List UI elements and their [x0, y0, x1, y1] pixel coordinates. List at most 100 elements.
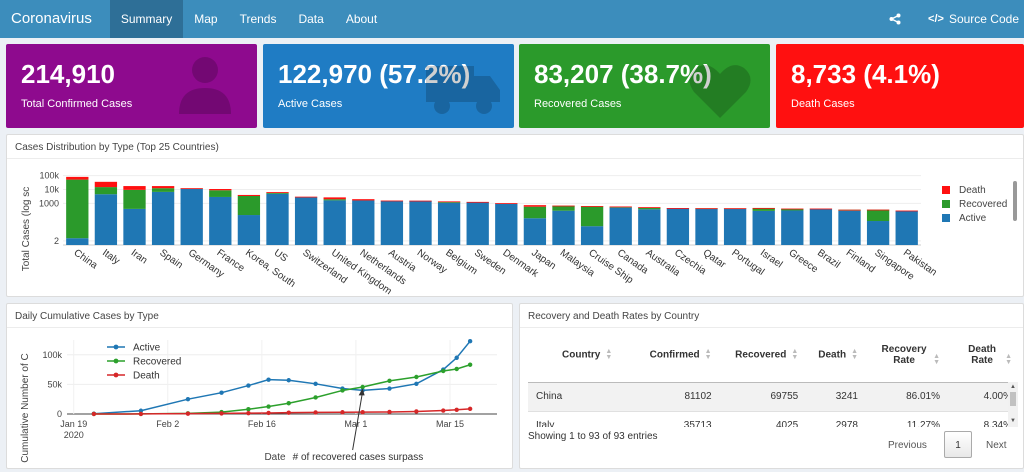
col-death[interactable]: Death ▲ ▼	[804, 329, 864, 383]
bar-recovered	[237, 195, 261, 216]
bar-death	[266, 192, 289, 193]
col-recovered[interactable]: Recovered ▲ ▼	[717, 329, 805, 383]
sort-icon: ▲ ▼	[704, 348, 712, 362]
table-row[interactable]: Italy 35713 4025 2978 11.27% 8.34%	[528, 411, 1018, 427]
legend-active[interactable]: Active	[942, 211, 1007, 225]
bar-recovered	[580, 206, 604, 227]
bar-death	[723, 208, 747, 210]
top-navbar: Coronavirus Summary Map Trends Data Abou…	[0, 0, 1024, 38]
recovered-cases-value: 83,207 (38.7%)	[534, 59, 712, 89]
nav-about[interactable]: About	[345, 12, 378, 26]
legend-active-label: Active	[959, 212, 987, 224]
bar-death	[523, 205, 547, 207]
death-swatch	[942, 186, 950, 194]
bar-death	[352, 199, 375, 201]
cell-death-rate: 4.00%	[946, 382, 1018, 412]
bar-recovered	[209, 190, 232, 197]
share-icon[interactable]	[875, 0, 915, 38]
x-tick-label: Italy	[100, 247, 121, 267]
table-row[interactable]: China 81102 69755 3241 86.01% 4.00%	[528, 382, 1018, 412]
previous-button[interactable]: Previous	[888, 440, 927, 451]
point-recovered	[414, 374, 419, 380]
bar-active	[695, 208, 718, 245]
bar-death	[380, 200, 404, 202]
legend-marker-death	[113, 372, 119, 378]
point-recovered	[454, 366, 459, 372]
cell-death: 2978	[804, 411, 864, 427]
legend-death[interactable]: Death	[942, 183, 1007, 197]
legend-recovered[interactable]: Recovered	[942, 197, 1007, 211]
col-country[interactable]: Country ▲ ▼	[528, 329, 633, 383]
bar-chart-panel: Cases Distribution by Type (Top 25 Count…	[6, 134, 1024, 297]
cell-confirmed: 35713	[632, 411, 718, 427]
bar-death	[666, 208, 690, 209]
col-confirmed[interactable]: Confirmed ▲ ▼	[632, 329, 718, 383]
bar-active	[809, 208, 833, 245]
nav-data[interactable]: Data	[298, 12, 324, 26]
bar-death	[94, 181, 118, 188]
bar-chart-scrollbar[interactable]	[1013, 181, 1017, 221]
point-death	[313, 410, 318, 415]
table-header-row: Country ▲ ▼ Confirmed ▲ ▼ Recovered ▲ ▼ Death ▲…	[528, 329, 1018, 383]
bar-recovered	[781, 208, 804, 211]
bar-recovered	[94, 187, 118, 195]
x-tick-label: Mar 15	[436, 419, 464, 429]
bar-active	[580, 226, 604, 245]
nav-map[interactable]: Map	[194, 12, 218, 26]
active-cases-value: 122,970 (57.2%)	[278, 59, 471, 89]
bar-death	[580, 206, 604, 207]
active-cases-label: Active Cases	[278, 98, 343, 110]
bar-active	[609, 207, 632, 245]
page-1-button[interactable]: 1	[944, 431, 972, 458]
point-recovered	[340, 388, 345, 393]
scroll-up-icon[interactable]: ▲	[1010, 384, 1016, 390]
table-scrollbar[interactable]: ▲ ▼	[1008, 382, 1018, 427]
point-active	[219, 390, 224, 395]
bar-death	[552, 205, 575, 207]
bar-death	[495, 203, 518, 204]
bar-active	[237, 215, 261, 245]
point-death	[219, 411, 224, 416]
bar-death	[638, 207, 661, 208]
bar-death	[895, 210, 918, 212]
annotation-arrowhead	[358, 388, 365, 396]
point-active	[467, 339, 473, 344]
bar-active	[380, 200, 404, 245]
x-tick-label: China	[72, 247, 100, 271]
col-recovery-rate[interactable]: Recovery Rate ▲ ▼	[864, 329, 946, 383]
sort-icon: ▲ ▼	[933, 353, 940, 367]
brand-title[interactable]: Coronavirus	[11, 10, 92, 27]
point-active	[414, 381, 419, 387]
point-death	[467, 406, 473, 412]
legend-marker-active	[113, 344, 119, 350]
bar-active	[94, 194, 118, 245]
bar-active	[666, 208, 690, 245]
table-scroll-area[interactable]: Country ▲ ▼ Confirmed ▲ ▼ Recovered ▲ ▼ Death ▲…	[528, 329, 1018, 427]
point-death	[387, 409, 392, 415]
bar-death	[466, 201, 489, 203]
col-death-rate[interactable]: Death Rate ▲ ▼	[946, 329, 1018, 383]
scroll-down-icon[interactable]: ▼	[1010, 418, 1016, 424]
nav-summary[interactable]: Summary	[109, 0, 184, 38]
source-code-link[interactable]: </> Source Code	[915, 0, 1024, 38]
bar-recovered	[266, 192, 289, 194]
sort-icon: ▲ ▼	[791, 348, 799, 362]
bar-active	[838, 210, 861, 245]
point-recovered	[246, 407, 251, 412]
bar-death	[123, 186, 146, 190]
point-recovered	[266, 404, 271, 409]
x-tick-label: Greece	[787, 247, 821, 275]
point-recovered	[286, 401, 291, 406]
x-tick-label: Feb 16	[248, 419, 276, 429]
legend-marker-recovered	[113, 358, 119, 364]
point-death	[340, 410, 345, 415]
x-tick-label: Norway	[415, 247, 449, 275]
x-tick-label: US	[272, 247, 290, 264]
point-death	[185, 411, 191, 416]
bar-death	[409, 200, 432, 202]
nav-trends[interactable]: Trends	[239, 12, 277, 26]
next-button[interactable]: Next	[986, 440, 1007, 451]
x-tick-label: Feb 2	[156, 419, 179, 429]
death-cases-box: 8,733 (4.1%) Death Cases	[776, 44, 1024, 128]
